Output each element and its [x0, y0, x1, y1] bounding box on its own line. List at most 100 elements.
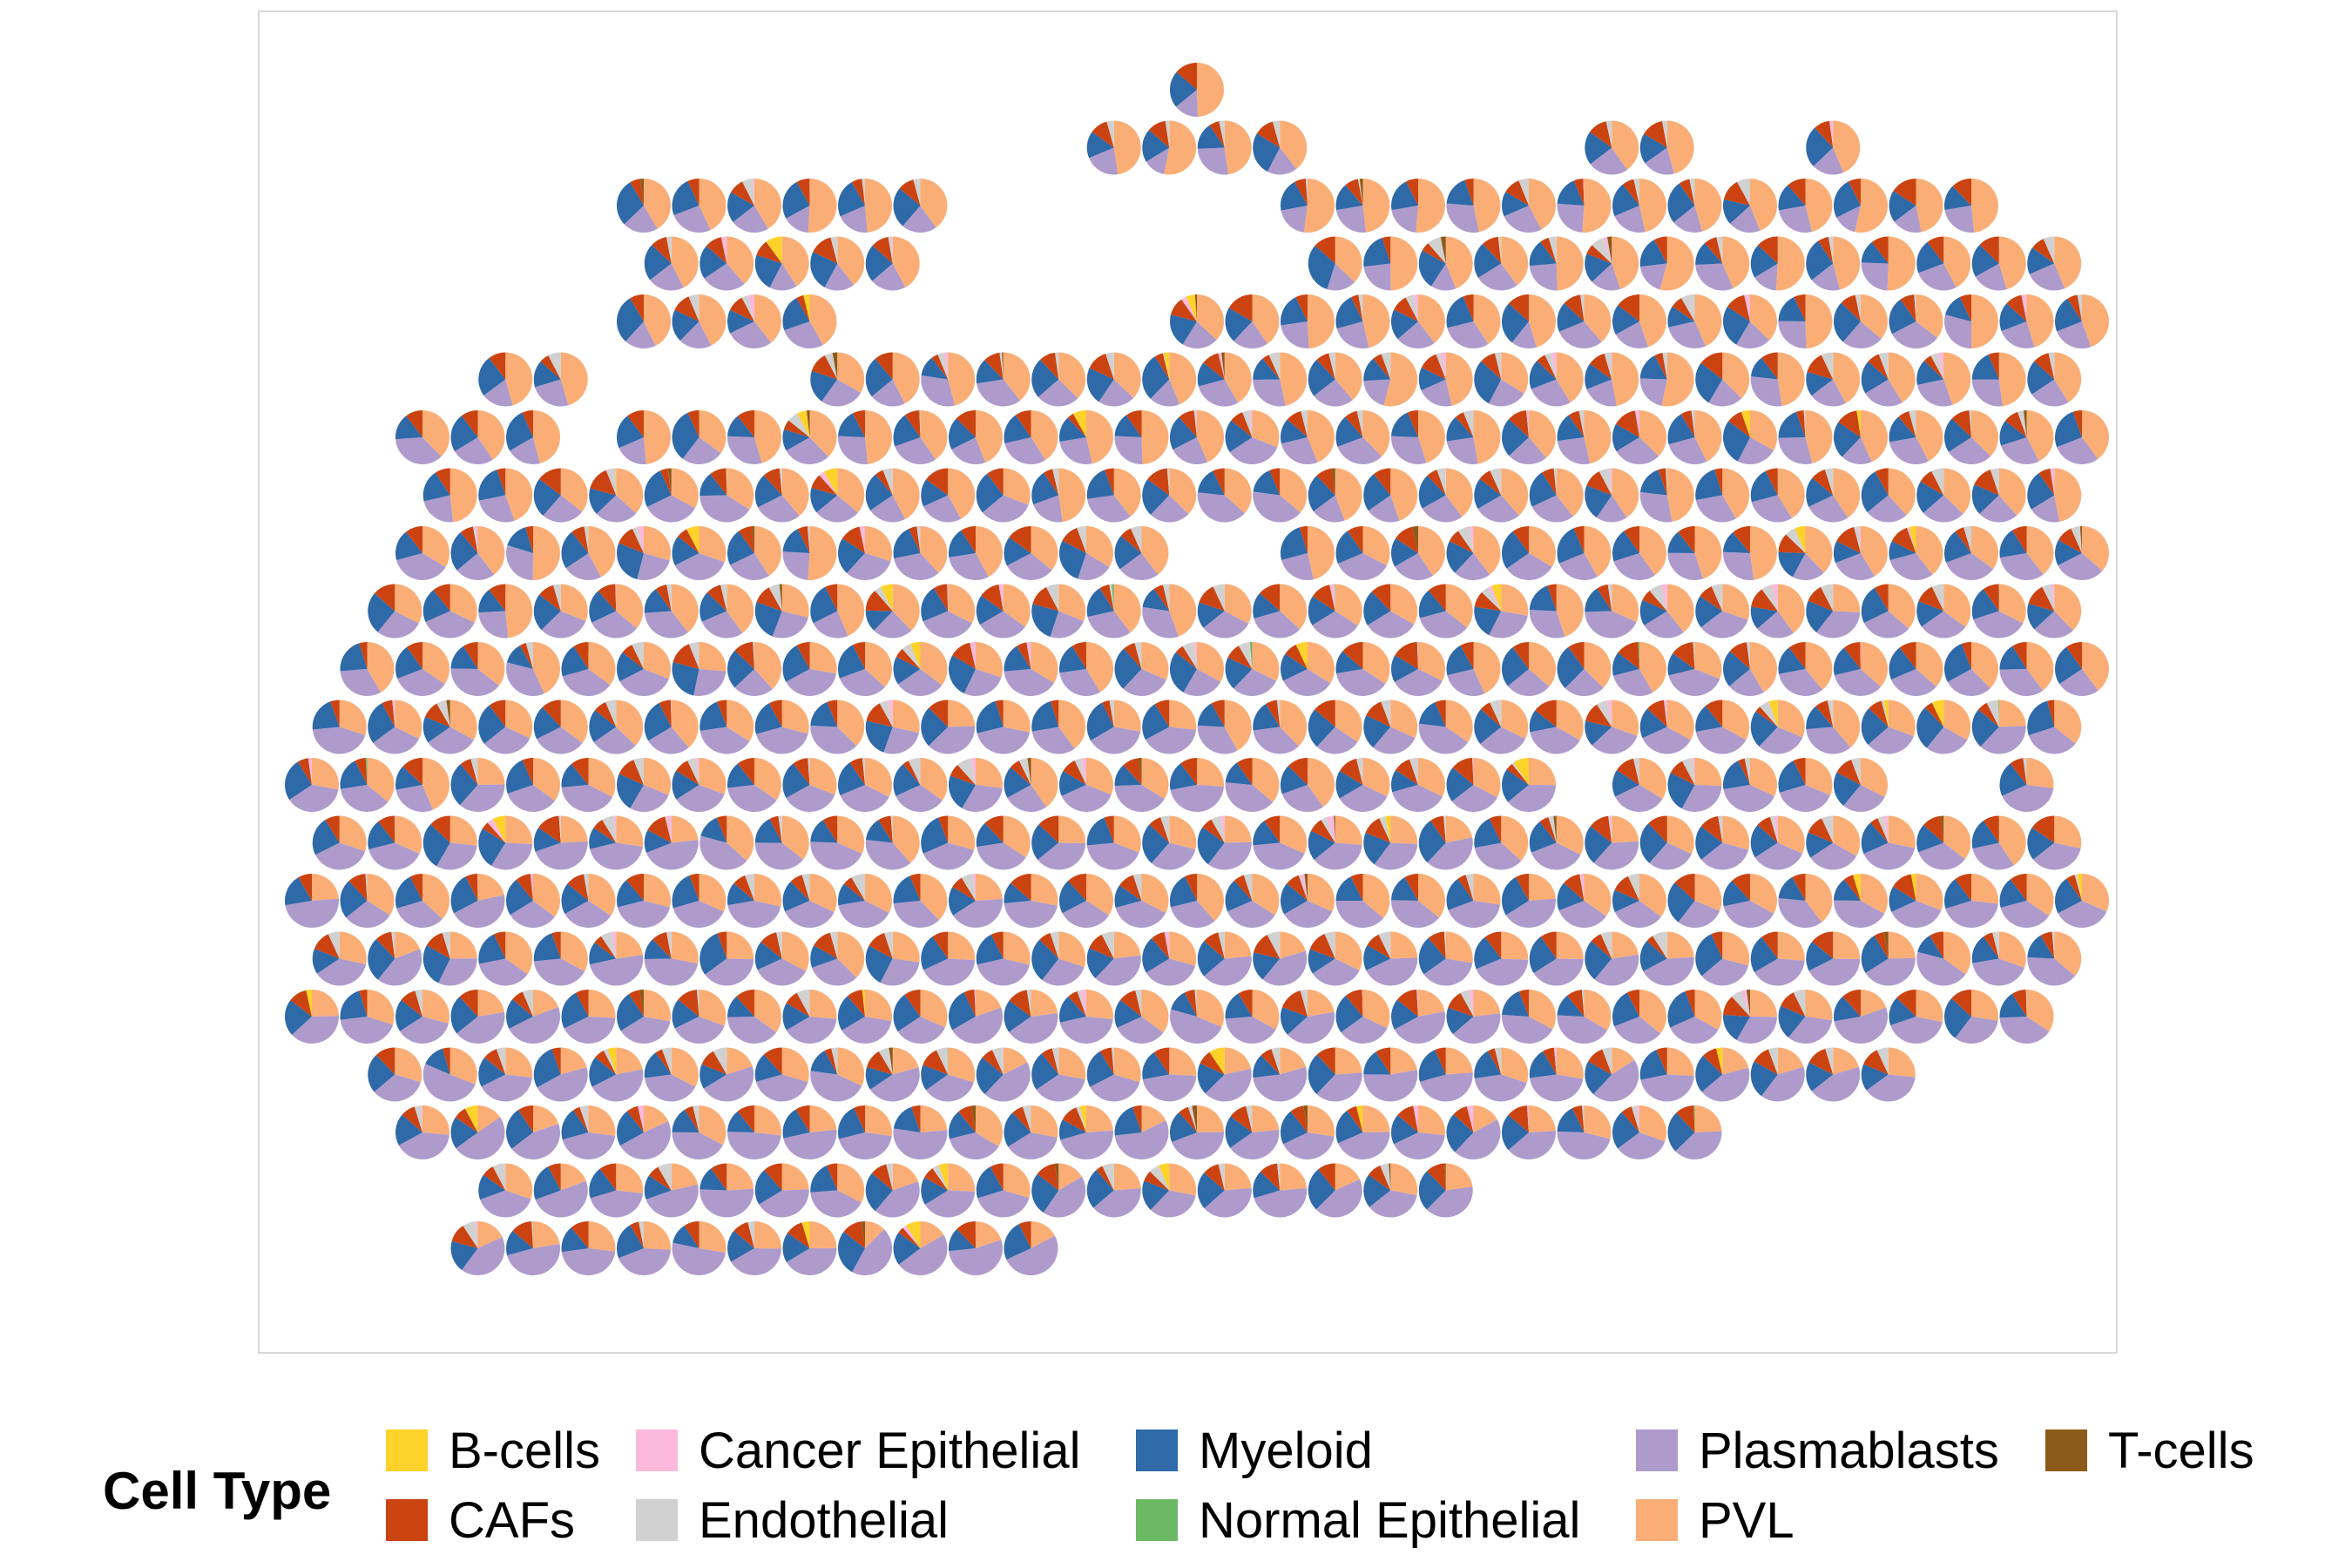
pie-slice	[560, 815, 588, 843]
pie-slice	[1883, 815, 1889, 843]
pie-slice	[1164, 931, 1170, 959]
pie-spot	[1308, 700, 1362, 754]
pie-slice	[644, 526, 671, 561]
pie-slice	[1815, 120, 1834, 148]
pie-slice	[1564, 874, 1585, 901]
pie-slice	[701, 611, 743, 639]
pie-slice	[489, 584, 506, 612]
pie-slice	[1835, 553, 1876, 580]
pie-slice	[1142, 824, 1170, 863]
pie-slice	[395, 1000, 422, 1031]
pie-slice	[1308, 1169, 1335, 1210]
pie-slice	[1017, 642, 1031, 669]
pie-slice	[1113, 1047, 1141, 1083]
pie-spot	[395, 990, 449, 1044]
pie-slice	[1283, 1132, 1335, 1159]
pie-slice	[1463, 410, 1474, 437]
pie-slice	[1616, 758, 1639, 785]
pie-slice	[1833, 468, 1861, 518]
legend-item-normal-epithelial: Normal Epithelial	[1136, 1490, 1580, 1551]
pie-slice	[754, 602, 782, 637]
pie-slice	[2023, 410, 2027, 437]
pie-slice	[1335, 669, 1386, 696]
pie-slice	[1018, 1221, 1031, 1248]
pie-slice	[1751, 495, 1792, 523]
pie-slice	[539, 585, 561, 612]
pie-slice	[1390, 770, 1418, 793]
pie-slice	[1612, 770, 1639, 797]
pie-slice	[1027, 758, 1031, 785]
pie-slice	[1889, 647, 1916, 680]
pie-spot	[1363, 1047, 1418, 1102]
pie-slice	[1943, 584, 1971, 627]
pie-slice	[1723, 181, 1750, 206]
pie-slice	[699, 179, 727, 231]
pie-slice	[784, 321, 823, 349]
legend-label-endothelial: Endothelial	[699, 1491, 949, 1549]
pie-slice	[1366, 957, 1418, 986]
pie-slice	[868, 933, 893, 959]
pie-spot	[285, 758, 339, 812]
pie-slice	[1335, 185, 1363, 211]
pie-spot	[617, 990, 671, 1044]
pie-slice	[841, 1017, 892, 1044]
pie-slice	[865, 1066, 893, 1090]
pie-slice	[700, 835, 747, 870]
pie-slice	[1031, 727, 1075, 754]
pie-slice	[1613, 553, 1655, 580]
pie-slice	[700, 1188, 754, 1218]
pie-spot	[672, 179, 727, 233]
pie-spot	[450, 1105, 505, 1160]
pie-slice	[607, 1047, 617, 1075]
pie-spot	[810, 468, 865, 523]
pie-slice	[1695, 826, 1723, 860]
pie-slice	[1584, 874, 1612, 916]
pie-slice	[754, 1054, 782, 1082]
pie-slice	[1436, 353, 1446, 380]
pie-slice	[314, 842, 366, 870]
pie-slice	[1071, 642, 1086, 669]
pie-slice	[838, 1107, 865, 1139]
pie-slice	[1777, 584, 1805, 633]
pie-slice	[1806, 127, 1834, 166]
pie-slice	[330, 700, 340, 727]
pie-slice	[1639, 263, 1667, 290]
pie-slice	[666, 931, 672, 959]
pie-slice	[949, 1132, 999, 1159]
pie-slice	[1639, 133, 1667, 164]
pie-slice	[655, 585, 672, 612]
pie-slice	[1253, 379, 1286, 407]
pie-slice	[1615, 785, 1663, 812]
pie-slice	[970, 758, 976, 785]
pie-slice	[561, 1248, 616, 1276]
pie-slice	[619, 669, 669, 696]
pie-slice	[977, 727, 1031, 754]
pie-slice	[1621, 1106, 1639, 1132]
pie-slice	[1396, 759, 1418, 785]
pie-slice	[1308, 830, 1335, 861]
pie-slice	[1182, 321, 1217, 348]
pie-slice	[1086, 588, 1114, 618]
pie-slice	[699, 990, 727, 1026]
pie-slice	[1003, 468, 1031, 505]
pie-spot	[1667, 410, 1722, 464]
pie-slice	[312, 727, 366, 754]
pie-slice	[368, 938, 395, 980]
pie-slice	[893, 1128, 948, 1159]
pie-slice	[886, 1163, 893, 1191]
pie-slice	[1037, 1163, 1059, 1191]
pie-spot	[617, 410, 671, 464]
pie-slice	[1418, 1105, 1446, 1136]
pie-spot	[1502, 642, 1556, 696]
pie-slice	[1714, 468, 1723, 496]
pie-slice	[1373, 354, 1391, 380]
pie-spot	[1474, 468, 1529, 523]
pie-slice	[1086, 132, 1114, 159]
pie-slice	[1192, 1105, 1197, 1132]
pie-slice	[1290, 1105, 1308, 1132]
pie-slice	[1080, 758, 1086, 785]
pie-slice	[1119, 553, 1159, 580]
pie-slice	[1529, 936, 1557, 974]
pie-slice	[449, 468, 477, 523]
legend-item-cafs: CAFs	[386, 1490, 575, 1551]
